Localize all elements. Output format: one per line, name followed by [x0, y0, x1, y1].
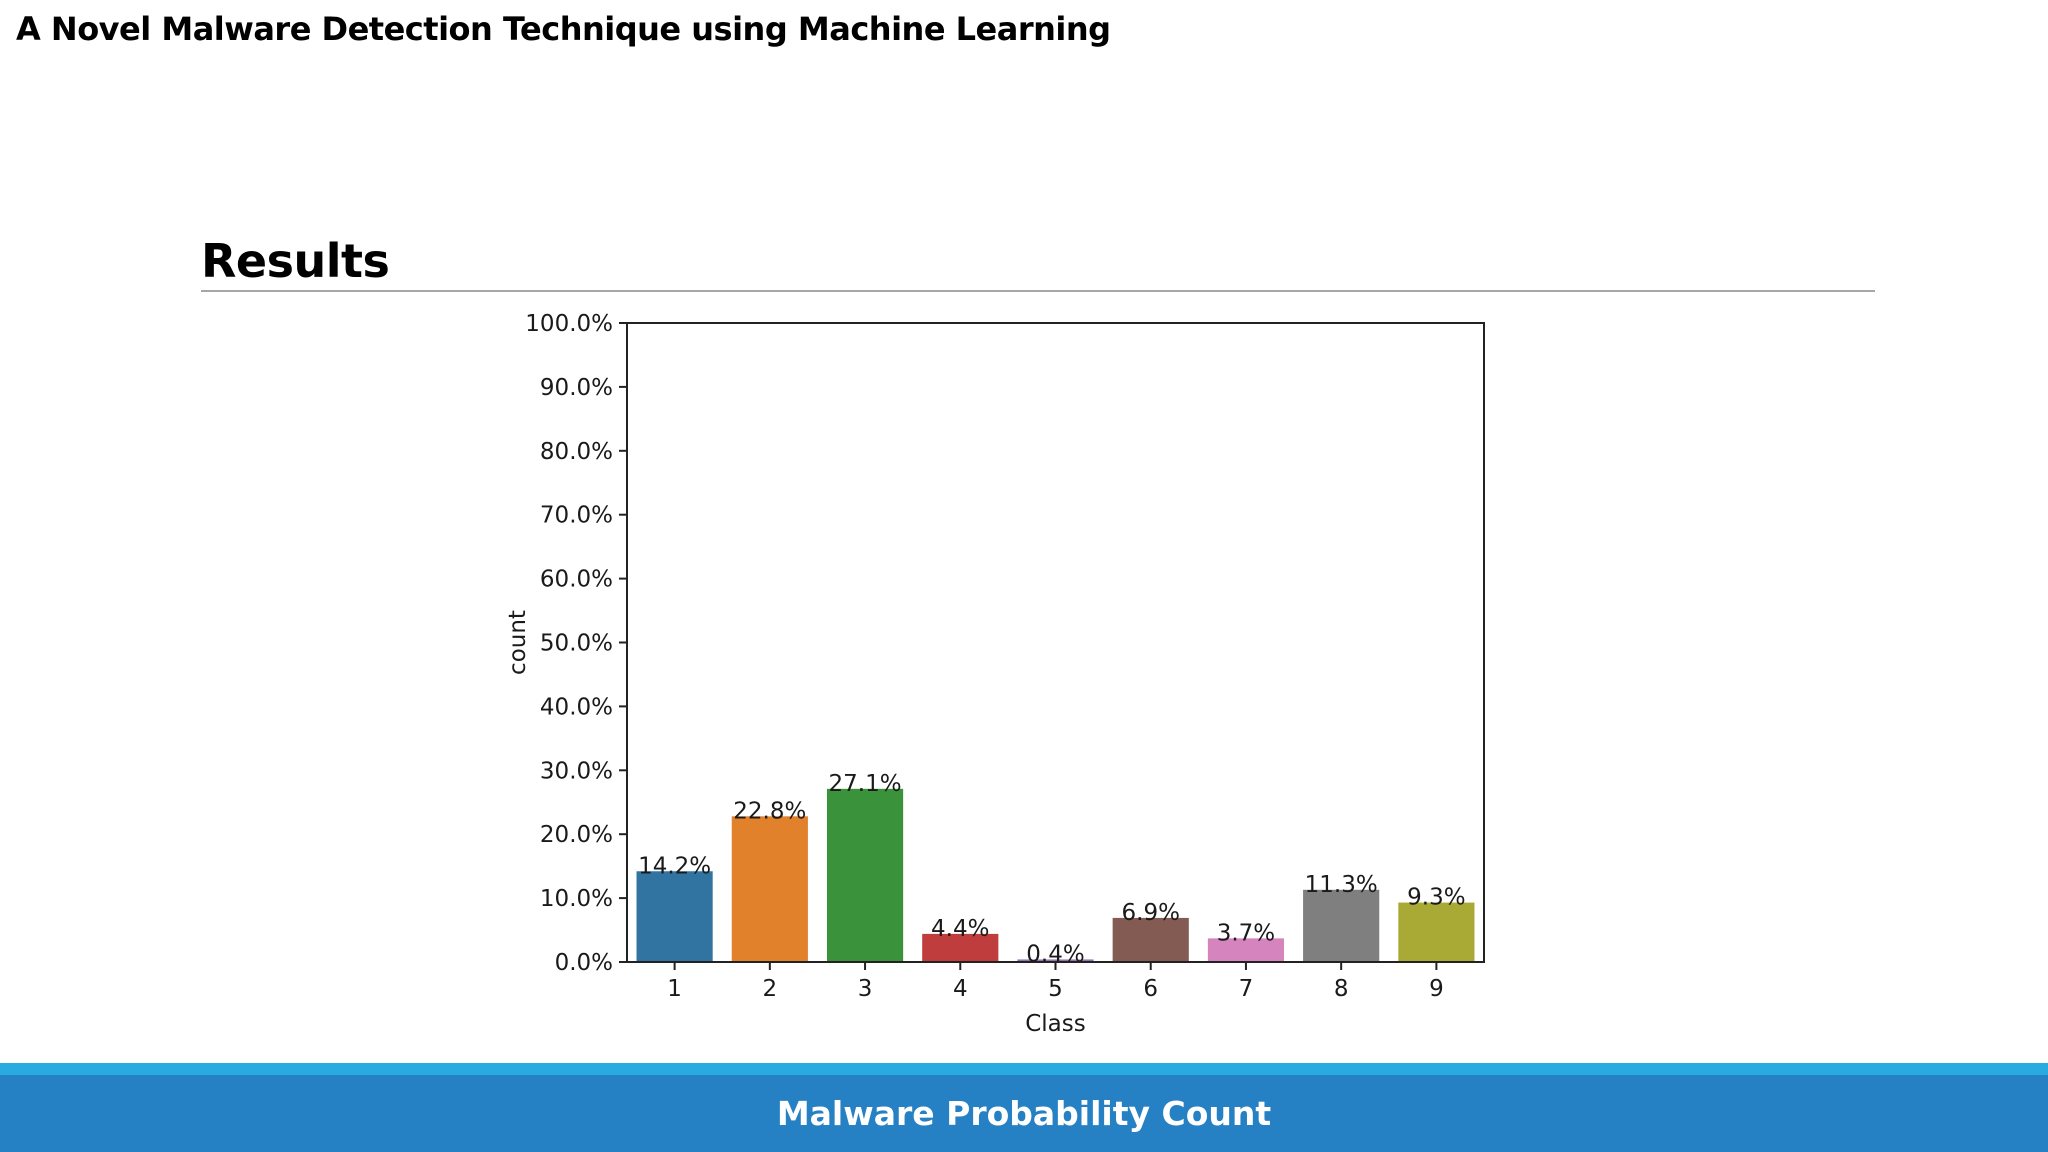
bar-class-1	[636, 871, 713, 962]
bar-value-label: 9.3%	[1407, 885, 1465, 911]
x-tick-label: 9	[1429, 976, 1444, 1002]
bar-class-5	[1017, 959, 1094, 962]
bar-class-6	[1112, 917, 1189, 962]
y-tick-label: 30.0%	[540, 758, 613, 784]
bar-value-label: 11.3%	[1305, 872, 1378, 898]
bar-class-2	[731, 816, 808, 962]
y-tick-label: 50.0%	[540, 631, 613, 657]
y-tick-label: 90.0%	[540, 375, 613, 401]
bar-value-label: 4.4%	[931, 916, 989, 942]
y-tick-label: 100.0%	[525, 311, 613, 337]
slide-title: A Novel Malware Detection Technique usin…	[16, 10, 1111, 48]
y-tick-label: 70.0%	[540, 503, 613, 529]
footer-band: Malware Probability Count	[0, 1075, 2048, 1152]
footer-caption: Malware Probability Count	[776, 1094, 1272, 1133]
y-tick-label: 0.0%	[555, 950, 613, 976]
malware-class-bar-chart: 14.2%22.8%27.1%4.4%0.4%6.9%3.7%11.3% 9.3%…	[505, 311, 1485, 1037]
x-tick-label: 3	[858, 976, 873, 1002]
bar-class-8	[1303, 889, 1380, 962]
y-tick-label: 10.0%	[540, 886, 613, 912]
bar-class-3	[826, 788, 904, 962]
y-axis-title: count	[505, 610, 531, 675]
x-tick-label: 6	[1143, 976, 1158, 1002]
section-heading: Results	[201, 234, 390, 288]
y-tick-label: 20.0%	[540, 822, 613, 848]
x-tick-label: 1	[667, 976, 682, 1002]
bar-class-4	[922, 933, 999, 962]
y-tick-label: 80.0%	[540, 439, 613, 465]
x-tick-label: 8	[1334, 976, 1349, 1002]
footer-accent-stripe	[0, 1063, 2048, 1075]
x-tick-label: 5	[1048, 976, 1063, 1002]
bar-class-9	[1398, 902, 1475, 962]
x-tick-label: 4	[953, 976, 968, 1002]
y-tick-label: 60.0%	[540, 567, 613, 593]
bar-value-label: 22.8%	[733, 798, 806, 824]
x-tick-label: 7	[1239, 976, 1254, 1002]
x-axis-title: Class	[1025, 1011, 1086, 1037]
section-divider	[201, 290, 1875, 292]
bar-class-7	[1207, 938, 1285, 962]
x-tick-label: 2	[763, 976, 778, 1002]
bar-value-label: 6.9%	[1122, 900, 1180, 926]
bar-value-label: 27.1%	[829, 771, 902, 797]
bar-value-label: 14.2%	[638, 853, 711, 879]
bar-value-label: 3.7%	[1217, 920, 1275, 946]
y-tick-label: 40.0%	[540, 694, 613, 720]
